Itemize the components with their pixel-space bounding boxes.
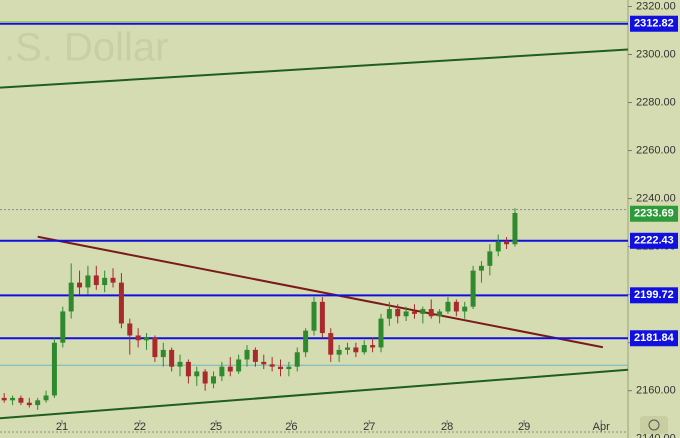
candle-body xyxy=(303,330,309,353)
x-tick-label: 26 xyxy=(285,421,297,433)
candle-body xyxy=(395,309,401,317)
candle-body xyxy=(60,311,66,343)
candle-body xyxy=(428,309,434,317)
level-label: 2312.82 xyxy=(634,18,674,30)
candle-body xyxy=(118,282,124,324)
candle-body xyxy=(512,212,518,245)
level-label: 2199.72 xyxy=(634,289,674,301)
candle-body xyxy=(135,335,141,341)
trend-line xyxy=(0,368,629,420)
trend-line xyxy=(37,235,604,349)
last-price-label: 2233.69 xyxy=(634,208,674,220)
candle-body xyxy=(1,397,7,401)
candle-body xyxy=(110,277,116,283)
x-tick-label: 22 xyxy=(134,421,146,433)
candle-body xyxy=(478,265,484,271)
y-tick-label: 2300.00 xyxy=(636,48,676,60)
x-tick-label: 25 xyxy=(210,421,222,433)
candle-body xyxy=(127,323,133,336)
candle-body xyxy=(328,333,334,355)
candle-body xyxy=(227,366,233,372)
candle-body xyxy=(85,275,91,288)
candle-body xyxy=(370,345,376,348)
settings-icon[interactable] xyxy=(640,416,668,434)
candle-body xyxy=(378,318,384,348)
last-price-tag xyxy=(630,205,678,222)
candle-body xyxy=(144,337,150,341)
candle-body xyxy=(51,342,57,396)
candle-body xyxy=(236,359,242,372)
candle-body xyxy=(504,241,510,245)
candle-body xyxy=(386,309,392,319)
candle-body xyxy=(202,371,208,384)
candle-body xyxy=(294,352,300,367)
y-tick-label: 2280.00 xyxy=(636,96,676,108)
candle-body xyxy=(353,347,359,353)
x-tick-label: Apr xyxy=(593,421,610,433)
level-tag xyxy=(630,330,678,347)
x-tick-label: 27 xyxy=(363,421,375,433)
candle-body xyxy=(219,366,225,377)
candle-body xyxy=(437,311,443,317)
candle-body xyxy=(336,349,342,355)
y-tick-label: 2140.00 xyxy=(636,433,676,438)
watermark: .S. Dollar xyxy=(4,26,169,70)
candle-body xyxy=(152,337,158,358)
candle-body xyxy=(77,282,83,288)
x-tick-label: 28 xyxy=(441,421,453,433)
candle-body xyxy=(453,301,459,312)
candle-body xyxy=(420,309,426,314)
candle-body xyxy=(344,347,350,350)
level-tag xyxy=(630,287,678,304)
candle-body xyxy=(462,306,468,312)
candle-body xyxy=(93,275,99,286)
candle-body xyxy=(185,361,191,377)
y-tick-label: 2260.00 xyxy=(636,144,676,156)
level-label: 2181.84 xyxy=(634,332,675,344)
candle-body xyxy=(10,397,16,401)
candle-body xyxy=(102,277,108,286)
y-tick-label: 2320.00 xyxy=(636,0,676,12)
level-label: 2222.43 xyxy=(634,235,674,247)
candle-body xyxy=(68,282,74,312)
candle-body xyxy=(35,400,41,406)
candle-body xyxy=(319,301,325,334)
candle-body xyxy=(495,241,501,252)
candle-body xyxy=(43,395,49,401)
candle-body xyxy=(311,301,317,331)
level-tag xyxy=(630,15,678,32)
candle-body xyxy=(261,361,267,365)
trend-line xyxy=(0,48,629,89)
level-tag xyxy=(630,232,678,249)
candle-body xyxy=(286,366,292,370)
y-tick-label: 2160.00 xyxy=(636,385,676,397)
candle-body xyxy=(403,311,409,317)
candle-body xyxy=(169,349,175,367)
candle-body xyxy=(411,311,417,314)
candle-body xyxy=(252,349,258,362)
candle-body xyxy=(244,349,250,360)
candle-body xyxy=(160,349,166,358)
candle-body xyxy=(445,301,451,312)
candle-body xyxy=(487,251,493,266)
candle-body xyxy=(194,371,200,377)
candle-body xyxy=(278,366,284,370)
candle-body xyxy=(269,364,275,367)
candle-body xyxy=(177,361,183,367)
x-tick-label: 21 xyxy=(56,421,68,433)
candle-body xyxy=(470,270,476,307)
candle-body xyxy=(18,397,24,403)
y-tick-label: 2240.00 xyxy=(636,192,676,204)
x-tick-label: 29 xyxy=(518,421,530,433)
candle-body xyxy=(211,376,217,384)
candle-body xyxy=(361,345,367,353)
candle-body xyxy=(26,402,32,406)
